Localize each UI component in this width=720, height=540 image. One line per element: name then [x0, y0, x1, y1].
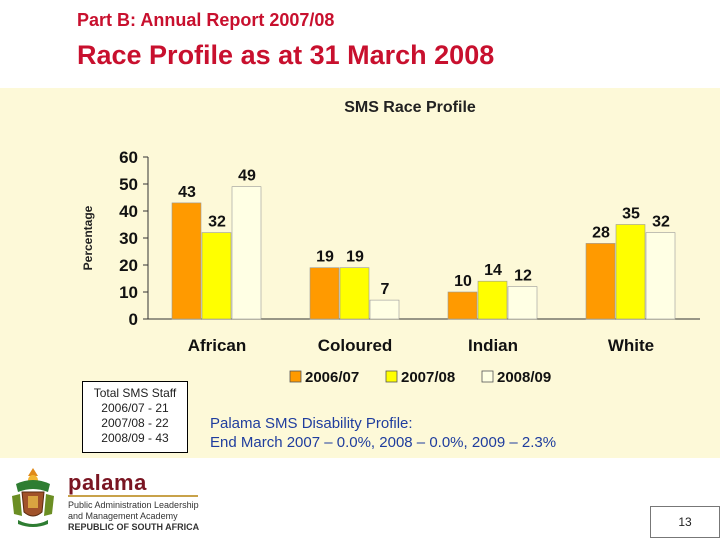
y-tick-label: 0 — [129, 310, 138, 329]
x-category-label: Coloured — [318, 336, 393, 355]
y-tick-label: 30 — [119, 229, 138, 248]
bar-2007-08-african — [201, 232, 232, 320]
bar-2007-08-white — [615, 224, 646, 320]
legend-label: 2006/07 — [305, 369, 359, 386]
total-staff-box: Total SMS Staff 2006/07 - 21 2007/08 - 2… — [82, 381, 188, 453]
palama-logo-text: palama — [68, 470, 147, 495]
x-category-label: White — [608, 336, 654, 355]
legend-swatch — [289, 370, 302, 383]
data-label: 19 — [316, 249, 334, 266]
bar-2006-07-indian — [447, 291, 478, 320]
page-number: 13 — [650, 506, 720, 538]
bar-2007-08-indian — [477, 280, 508, 320]
staff-box-line: 2008/09 - 43 — [101, 431, 169, 445]
slide-title: Race Profile as at 31 March 2008 — [77, 40, 495, 70]
y-tick-label: 60 — [119, 148, 138, 167]
bar-2007-08-coloured — [339, 267, 370, 320]
staff-box-line: 2007/08 - 22 — [101, 416, 169, 430]
chart-panel: SMS Race Profile Percentage 0 10 20 30 40 50 60 4… — [0, 88, 720, 458]
data-label: 43 — [178, 184, 196, 201]
disability-profile: Palama SMS Disability Profile: End March… — [210, 414, 556, 452]
data-label: 32 — [652, 214, 670, 231]
legend-swatch — [385, 370, 398, 383]
chart-title: SMS Race Profile — [344, 99, 476, 116]
y-tick-label: 50 — [119, 175, 138, 194]
y-tick-label: 10 — [119, 283, 138, 302]
bar-2008-09-african — [231, 186, 262, 320]
bar-2008-09-white — [645, 232, 676, 320]
bar-2008-09-coloured — [369, 299, 400, 320]
x-category-label: African — [188, 336, 247, 355]
tagline-line: REPUBLIC OF SOUTH AFRICA — [68, 522, 200, 532]
y-tick-label: 40 — [119, 202, 138, 221]
data-label: 35 — [622, 206, 640, 223]
slide-subtitle: Part B: Annual Report 2007/08 — [77, 10, 335, 30]
disability-line-2: End March 2007 – 0.0%, 2008 – 0.0%, 2009… — [210, 434, 557, 451]
legend-swatch — [481, 370, 494, 383]
x-category-label: Indian — [468, 336, 518, 355]
footer: palama Public Administration Leadership … — [0, 458, 720, 540]
bar-2008-09-indian — [507, 286, 538, 320]
disability-line-1: Palama SMS Disability Profile: — [210, 415, 413, 432]
data-label: 14 — [484, 262, 502, 279]
data-label: 32 — [208, 214, 226, 231]
data-label: 19 — [346, 249, 364, 266]
data-label: 49 — [238, 168, 256, 185]
legend-label: 2007/08 — [401, 369, 455, 386]
data-label: 28 — [592, 224, 610, 241]
y-axis-label: Percentage — [81, 205, 95, 270]
coat-of-arms-icon — [12, 468, 54, 527]
bar-2006-07-african — [171, 202, 202, 320]
data-label: 10 — [454, 273, 472, 290]
logo-tagline: Public Administration Leadership and Man… — [68, 500, 199, 533]
data-label: 12 — [514, 268, 532, 285]
bar-2006-07-coloured — [309, 267, 340, 320]
tagline-line: and Management Academy — [68, 511, 178, 521]
bar-2006-07-white — [585, 243, 616, 320]
staff-box-line: 2006/07 - 21 — [101, 401, 169, 415]
legend-label: 2008/09 — [497, 369, 551, 386]
legend-box — [282, 366, 582, 388]
data-label: 7 — [381, 281, 390, 298]
logo-divider — [68, 495, 198, 497]
y-tick-label: 20 — [119, 256, 138, 275]
staff-box-title: Total SMS Staff — [93, 386, 177, 400]
race-profile-chart: SMS Race Profile Percentage 0 10 20 30 40 50 60 4… — [81, 99, 700, 388]
tagline-line: Public Administration Leadership — [68, 500, 199, 510]
